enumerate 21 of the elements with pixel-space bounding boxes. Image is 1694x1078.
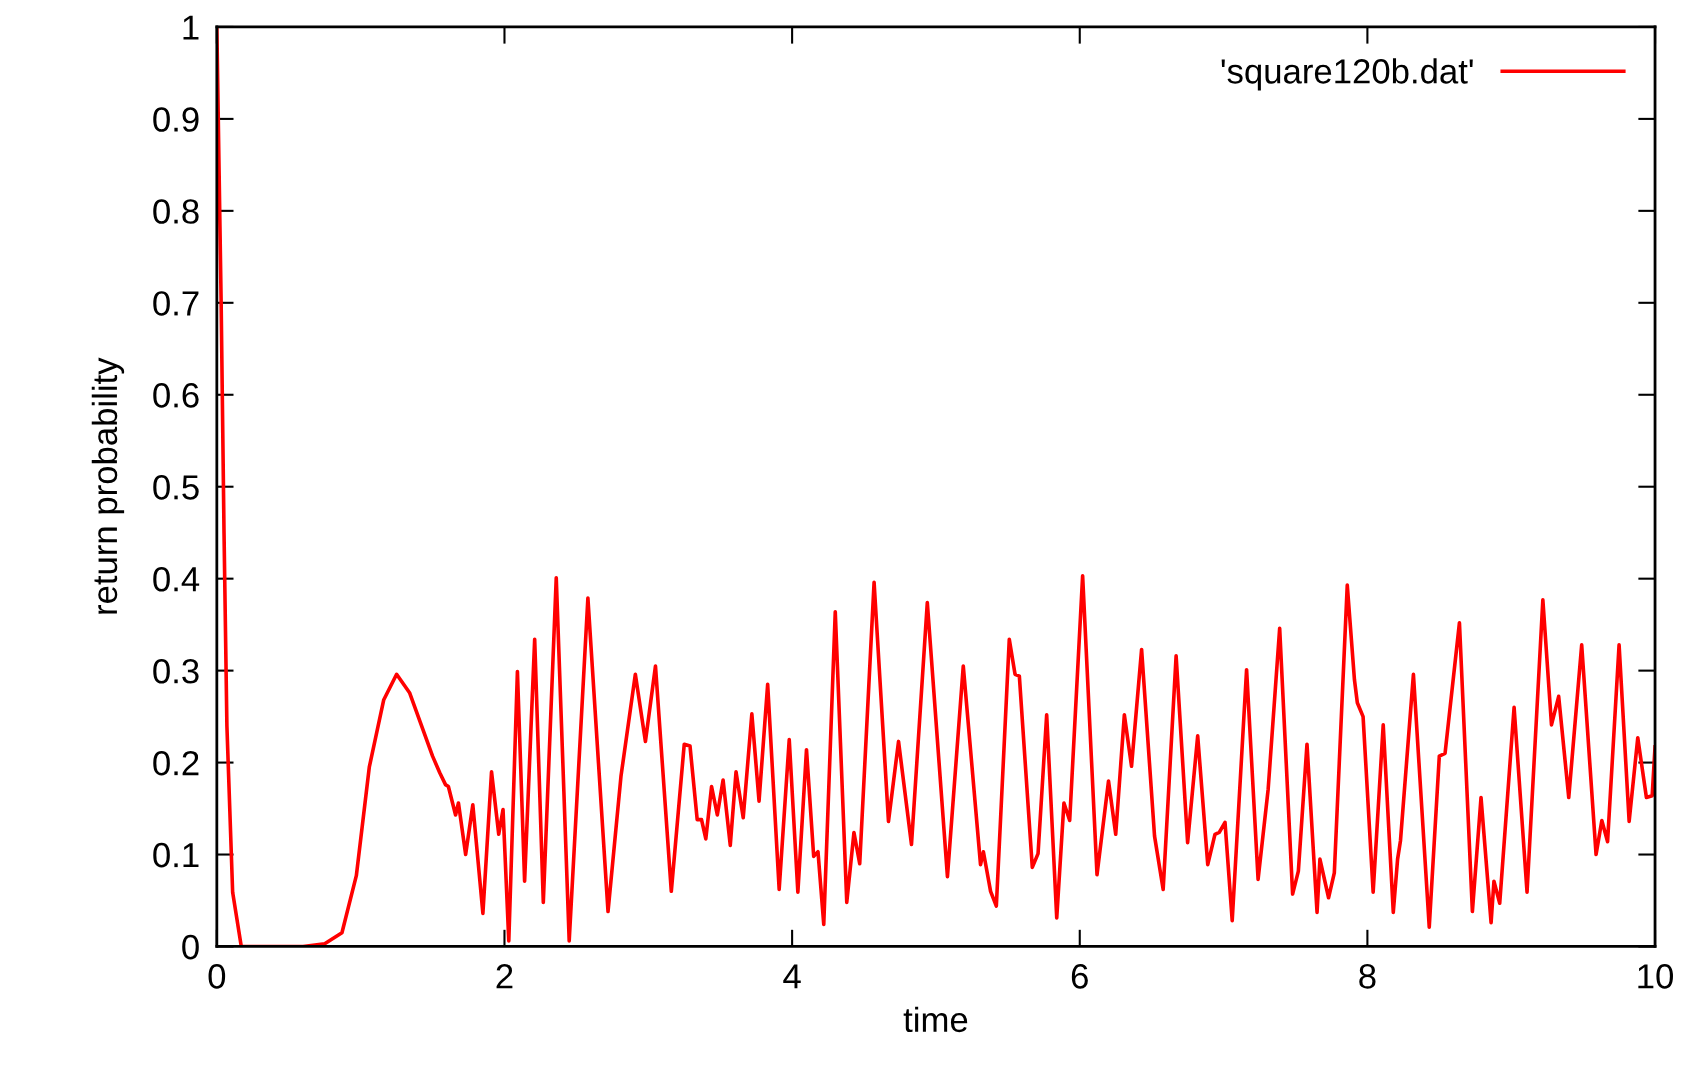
x-tick-label: 8	[1359, 964, 1376, 989]
y-tick-label: 0.1	[153, 842, 199, 868]
legend-label: 'square120b.dat'	[1221, 58, 1473, 91]
y-tick-label: 0.3	[153, 658, 199, 684]
y-tick-label: 0.6	[153, 383, 199, 408]
line-series	[216, 26, 1656, 947]
y-tick-label: 0.8	[153, 199, 199, 224]
y-tick-label: 0	[182, 934, 199, 960]
x-tick-label: 2	[496, 964, 513, 989]
x-tick-label: 4	[783, 964, 801, 989]
y-tick-label: 0.5	[153, 475, 199, 500]
y-tick-label: 0.9	[153, 107, 199, 132]
y-axis-title: return probability	[91, 357, 125, 614]
y-tick-label: 0.7	[153, 291, 199, 316]
x-axis-title: time	[903, 1006, 968, 1033]
x-tick-label: 10	[1638, 964, 1673, 989]
y-tick-label: 0.4	[153, 567, 200, 592]
x-tick-label: 0	[208, 964, 226, 989]
y-tick-label: 0.2	[153, 750, 199, 776]
x-tick-label: 6	[1071, 964, 1088, 989]
y-tick-label: 1	[183, 15, 199, 40]
